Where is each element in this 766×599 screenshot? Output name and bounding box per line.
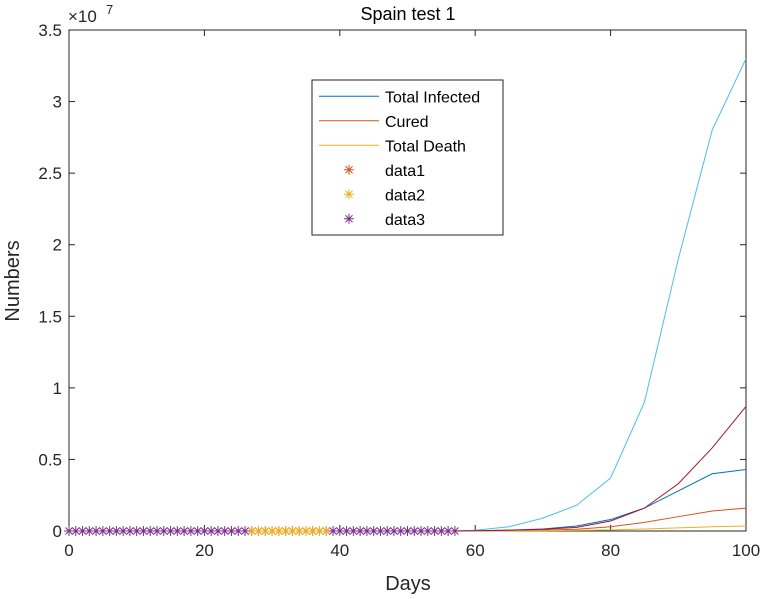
y-tick-label: 3.5	[38, 21, 62, 40]
series-point	[314, 526, 325, 536]
series-point	[341, 526, 352, 536]
series-point	[368, 526, 379, 536]
series-point	[388, 526, 399, 536]
series-point	[158, 526, 169, 536]
series-point	[321, 526, 332, 536]
y-tick-label: 1.5	[38, 307, 62, 326]
legend-label: Cured	[385, 114, 429, 131]
plot-area: 0 20 40 60 80 100 0 0.5 1 1.5 2 2.5 3 3.5	[38, 21, 760, 560]
y-tick-label: 0.5	[38, 450, 62, 469]
series-point	[307, 526, 318, 536]
series-point	[436, 526, 447, 536]
legend-label: Total Death	[385, 138, 466, 155]
series-point	[206, 526, 217, 536]
series-point	[192, 526, 203, 536]
chart-title: Spain test 1	[360, 4, 455, 24]
series-point	[246, 526, 257, 536]
series-point	[179, 526, 190, 536]
series-point	[124, 526, 135, 536]
series-point	[219, 526, 230, 536]
series-point	[138, 526, 149, 536]
legend-box	[311, 79, 504, 236]
series-point	[395, 526, 406, 536]
series-point	[97, 526, 108, 536]
series-point	[185, 526, 196, 536]
series-point	[233, 526, 244, 536]
series-point	[429, 526, 440, 536]
y-tick-label: 3	[53, 93, 62, 112]
series-point	[382, 526, 393, 536]
legend-label: data3	[385, 212, 425, 229]
legend-label: Total Infected	[385, 89, 480, 106]
y-tick-label: 0	[53, 522, 62, 541]
series-point	[165, 526, 176, 536]
series-point	[294, 526, 305, 536]
series-point	[199, 526, 210, 536]
x-tick-label: 20	[195, 541, 214, 560]
x-tick-label: 100	[732, 541, 760, 560]
series-point	[172, 526, 183, 536]
y-exponent: ×10 7	[68, 2, 113, 26]
series-total-infected	[454, 468, 747, 532]
y-exponent-base: ×10	[68, 7, 97, 26]
series-point	[348, 526, 359, 536]
x-axis-label: Days	[385, 573, 431, 595]
series-point	[375, 526, 386, 536]
series-point	[280, 526, 291, 536]
x-tick-label: 80	[601, 541, 620, 560]
series-point	[260, 526, 271, 536]
series-point	[416, 526, 427, 536]
y-axis-label: Numbers	[2, 240, 24, 321]
series-point	[212, 526, 223, 536]
legend-swatch	[344, 189, 354, 200]
series-point	[422, 526, 433, 536]
series-point	[409, 526, 420, 536]
series-unnamed-7	[454, 406, 747, 532]
series-point	[152, 526, 163, 536]
series-point	[402, 526, 413, 536]
series-point	[361, 526, 372, 536]
series-line	[454, 58, 747, 532]
series-point	[443, 526, 454, 536]
series-point	[104, 526, 115, 536]
legend: Total Infected Cured Total Death data1 data2…	[311, 79, 504, 236]
series-point	[334, 526, 345, 536]
series-point	[111, 526, 122, 536]
series-point	[77, 526, 88, 536]
series-point	[273, 526, 284, 536]
legend-swatch	[344, 164, 354, 175]
series-point	[253, 526, 264, 536]
series-point	[328, 526, 339, 536]
series-point	[91, 526, 102, 536]
y-tick-label: 2	[53, 236, 62, 255]
series-point	[300, 526, 311, 536]
legend-swatch	[344, 213, 354, 224]
series-data2	[246, 526, 332, 536]
series-point	[240, 526, 251, 536]
series-point	[131, 526, 142, 536]
x-tick-label: 0	[64, 541, 73, 560]
x-tick-label: 60	[466, 541, 485, 560]
y-tick-label: 1	[53, 379, 62, 398]
series-point	[118, 526, 129, 536]
series-point	[145, 526, 156, 536]
series-point	[84, 526, 95, 536]
series-point	[64, 526, 74, 536]
series-point	[70, 526, 81, 536]
series-unnamed-6	[454, 58, 747, 532]
series-point	[355, 526, 366, 536]
x-tick-label: 40	[330, 541, 349, 560]
legend-label: data1	[385, 163, 425, 180]
legend-label: data2	[385, 187, 425, 204]
series-point	[226, 526, 237, 536]
series-point	[287, 526, 298, 536]
series-line	[454, 406, 747, 532]
y-tick-label: 2.5	[38, 164, 62, 183]
series-point	[267, 526, 278, 536]
series-line	[454, 468, 747, 532]
y-exponent-power: 7	[106, 2, 113, 17]
